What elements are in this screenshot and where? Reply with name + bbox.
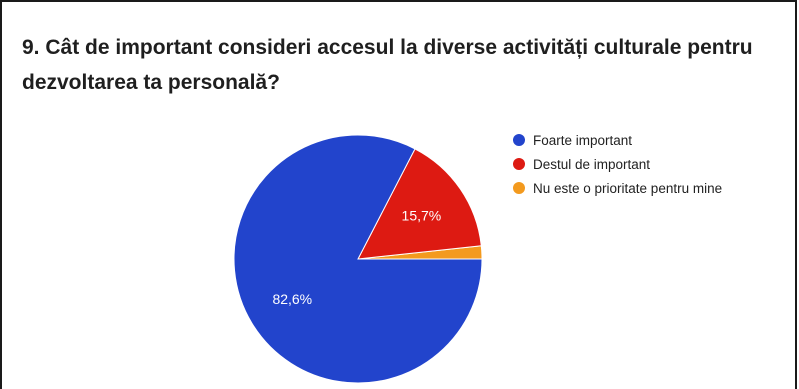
legend-label: Nu este o prioritate pentru mine xyxy=(533,181,722,196)
question-title: 9. Cât de important consideri accesul la… xyxy=(22,36,753,94)
legend-label: Foarte important xyxy=(533,133,632,148)
pie-slices xyxy=(233,134,483,384)
legend: Foarte important Destul de important Nu es… xyxy=(513,133,722,196)
legend-marker xyxy=(513,158,525,170)
legend-marker xyxy=(513,134,525,146)
pie-slice-labels: 15,7% 82,6% xyxy=(272,208,441,307)
pie-slice-destul-de-important xyxy=(357,148,482,260)
pie-slice-label: 82,6% xyxy=(272,291,312,307)
pie-slice-label: 15,7% xyxy=(402,208,442,224)
legend-label: Destul de important xyxy=(533,157,650,172)
legend-marker xyxy=(513,182,525,194)
pie-slice-foarte-important xyxy=(233,134,483,384)
